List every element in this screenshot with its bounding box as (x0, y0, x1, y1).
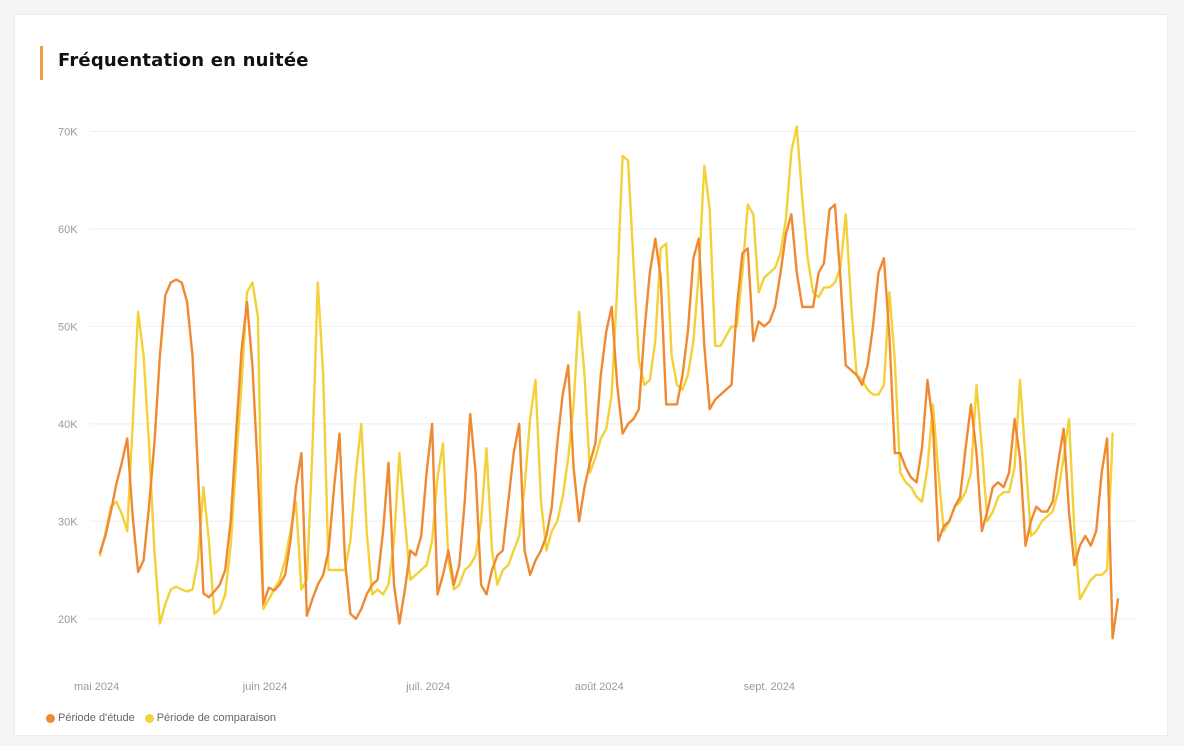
series-line-study[interactable] (98, 203, 1120, 640)
x-tick-label: sept. 2024 (744, 681, 795, 693)
legend-item-comparison[interactable]: Période de comparaison (144, 712, 276, 724)
legend-label-comparison: Période de comparaison (156, 712, 276, 724)
chart-title: Fréquentation en nuitée (58, 50, 309, 71)
y-tick-label: 20K (58, 614, 78, 626)
y-tick-label: 70K (58, 126, 78, 138)
legend-dot-comparison (144, 713, 154, 723)
series-lines (98, 125, 1120, 640)
x-tick-label: mai 2024 (74, 681, 119, 693)
y-axis-ticks: 20K 30K 40K 50K 60K 70K (58, 126, 78, 625)
x-tick-label: juin 2024 (242, 681, 288, 693)
chart-card (14, 14, 1168, 736)
title-accent-bar (40, 46, 43, 80)
x-axis-ticks: mai 2024 juin 2024 juil. 2024 août 2024 sept… (74, 681, 795, 693)
x-tick-label: août 2024 (575, 681, 624, 693)
legend-dot-study (46, 713, 55, 723)
y-tick-label: 60K (58, 224, 78, 236)
y-tick-label: 50K (58, 321, 78, 333)
legend-item-study[interactable]: Période d'étude (46, 712, 135, 724)
legend: Période d'étude Période de comparaison (46, 712, 276, 724)
y-tick-label: 30K (58, 516, 78, 528)
series-line-comparison[interactable] (98, 125, 1114, 625)
x-tick-label: juil. 2024 (405, 681, 450, 693)
legend-label-study: Période d'étude (58, 712, 135, 724)
y-tick-label: 40K (58, 419, 78, 431)
